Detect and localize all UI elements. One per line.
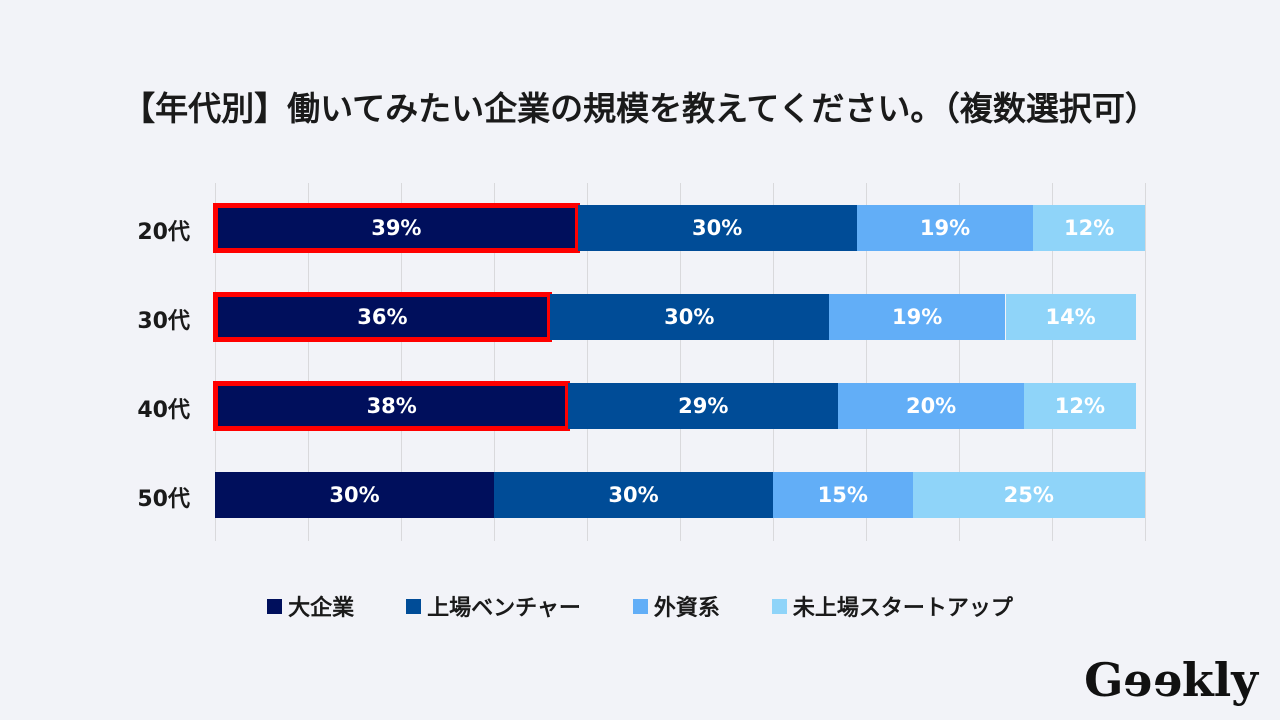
gridline xyxy=(866,183,867,541)
bar-segment: 30% xyxy=(577,205,857,251)
data-label: 19% xyxy=(919,216,971,240)
bar-segment: 36% xyxy=(215,294,550,340)
data-label: 12% xyxy=(1064,216,1115,240)
data-label: 20% xyxy=(905,394,957,418)
bar-segment: 25% xyxy=(912,472,1145,518)
bar-segment: 39% xyxy=(215,205,578,251)
data-label: 39% xyxy=(371,216,422,240)
data-label: 30% xyxy=(692,216,743,240)
gridline xyxy=(773,183,774,541)
bar-segment: 19% xyxy=(856,205,1034,251)
data-label: 30% xyxy=(664,305,715,329)
category-label: 30代 xyxy=(137,309,190,334)
bar-segment: 20% xyxy=(838,383,1025,429)
gridline xyxy=(1145,183,1146,541)
legend-swatch xyxy=(267,598,283,614)
highlight-box xyxy=(213,381,571,431)
legend-label: 大企業 xyxy=(288,596,355,621)
bar-segment: 30% xyxy=(494,472,773,518)
legend: 大企業 上場ベンチャー 外資系 未上場スタートアップ xyxy=(0,590,1280,622)
gridline xyxy=(587,183,588,541)
data-label: 12% xyxy=(1054,394,1106,418)
data-label: 30% xyxy=(608,483,659,507)
bar-segment: 14% xyxy=(1005,294,1136,340)
category-label: 50代 xyxy=(137,487,190,512)
legend-item: 外資系 xyxy=(632,590,720,622)
data-label: 29% xyxy=(678,394,729,418)
highlight-box xyxy=(213,203,580,253)
category-label: 40代 xyxy=(137,398,190,423)
data-label: 14% xyxy=(1045,305,1096,329)
gridline xyxy=(959,183,960,541)
bar-segment: 12% xyxy=(1024,383,1136,429)
data-label: 38% xyxy=(366,394,417,418)
bar-segment: 38% xyxy=(215,383,569,429)
bar-segment: 15% xyxy=(773,472,913,518)
gridline xyxy=(215,183,216,541)
legend-label: 未上場スタートアップ xyxy=(792,596,1013,621)
data-label: 19% xyxy=(892,305,943,329)
bar-segment: 19% xyxy=(828,294,1006,340)
bar-segment: 30% xyxy=(215,472,494,518)
data-label: 25% xyxy=(1003,483,1054,507)
legend-swatch xyxy=(771,598,787,614)
category-label: 20代 xyxy=(137,220,190,245)
legend-label: 上場ベンチャー xyxy=(427,596,581,621)
gridline xyxy=(1052,183,1053,541)
bar-segment: 30% xyxy=(549,294,829,340)
chart-title: 【年代別】働いてみたい企業の規模を教えてください。（複数選択可） xyxy=(122,89,1158,128)
data-label: 15% xyxy=(817,483,868,507)
bar-segment: 12% xyxy=(1033,205,1145,251)
gridline xyxy=(308,183,309,541)
legend-item: 大企業 xyxy=(267,590,354,622)
legend-swatch xyxy=(632,598,648,614)
gridline xyxy=(401,183,402,541)
data-label: 36% xyxy=(357,305,408,329)
legend-item: 上場ベンチャー xyxy=(406,590,581,622)
gridline xyxy=(494,183,495,541)
legend-label: 外資系 xyxy=(653,596,720,621)
gridline xyxy=(680,183,681,541)
geekly-logo: Geekly xyxy=(1084,653,1258,707)
legend-swatch xyxy=(406,598,422,614)
highlight-box xyxy=(213,292,552,342)
bar-segment: 29% xyxy=(568,383,839,429)
legend-item: 未上場スタートアップ xyxy=(771,590,1013,622)
data-label: 30% xyxy=(329,483,380,507)
